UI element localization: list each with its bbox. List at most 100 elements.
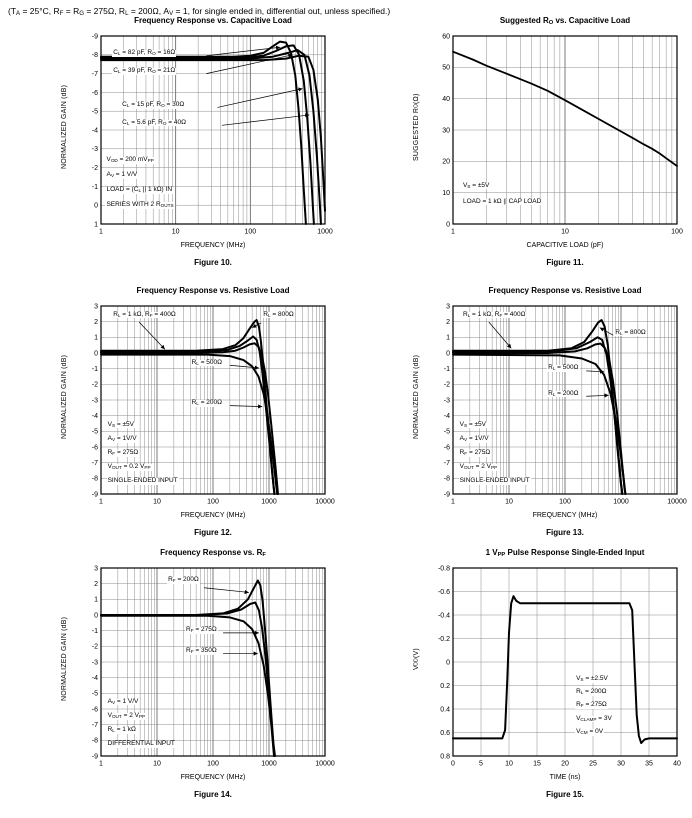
svg-text:60: 60 [442, 33, 450, 40]
svg-text:1000: 1000 [317, 229, 333, 236]
figure-10: Frequency Response vs. Capacitive Load N… [58, 16, 334, 267]
svg-text:2: 2 [94, 319, 98, 326]
chart-annotation: SINGLE-ENDED INPUT [106, 477, 179, 485]
svg-text:10: 10 [442, 190, 450, 197]
svg-text:0: 0 [446, 221, 450, 228]
y-axis-label: NORMALIZED GAIN (dB) [61, 616, 68, 702]
svg-text:-5: -5 [92, 109, 98, 116]
chart-annotation: CL = 82 pF, RO = 16Ω [112, 49, 177, 57]
svg-text:-1: -1 [92, 628, 98, 635]
chart-annotation: VS = ±5V [106, 420, 135, 429]
chart-annotation: VCLAMP = 3V [575, 714, 613, 723]
chart-title: Frequency Response vs. Capacitive Load [134, 16, 292, 25]
svg-text:-2: -2 [92, 165, 98, 172]
svg-text:-9: -9 [92, 33, 98, 40]
svg-text:40: 40 [673, 761, 681, 768]
svg-text:10000: 10000 [667, 499, 687, 506]
figure-caption: Figure 14. [194, 790, 232, 799]
svg-text:-3: -3 [92, 146, 98, 153]
svg-text:10: 10 [505, 499, 513, 506]
x-axis-label: FREQUENCY (MHz) [180, 774, 246, 781]
svg-text:-3: -3 [92, 397, 98, 404]
chart-annotation: RL = 1 kΩ [106, 725, 137, 734]
svg-text:0.4: 0.4 [440, 706, 450, 713]
svg-text:0: 0 [94, 203, 98, 210]
chart-annotation: AV = 1V/V [106, 434, 138, 443]
figure-11: Suggested RO vs. Capacitive Load SUGGEST… [410, 16, 686, 267]
chart-annotation: LOAD = 1 kΩ || CAP LOAD [461, 197, 543, 206]
svg-text:-8: -8 [92, 52, 98, 59]
svg-text:-4: -4 [444, 413, 450, 420]
chart-annotation: RL = 1 kΩ, RF = 400Ω [112, 310, 177, 319]
svg-text:10: 10 [505, 761, 513, 768]
chart-annotation: CL = 5.6 pF, RO = 40Ω [121, 118, 187, 127]
figure-15: 1 VPP Pulse Response Single-Ended Input … [410, 548, 686, 799]
svg-text:-1: -1 [92, 184, 98, 191]
x-axis-label: TIME (ns) [549, 774, 581, 781]
svg-text:-1: -1 [92, 366, 98, 373]
chart-annotation: RL = 800Ω [614, 328, 647, 337]
svg-text:100: 100 [244, 229, 256, 236]
svg-text:-8: -8 [444, 476, 450, 483]
svg-text:3: 3 [94, 303, 98, 310]
chart-title: Frequency Response vs. Resistive Load [136, 286, 290, 295]
svg-text:-7: -7 [92, 722, 98, 729]
svg-text:-0.6: -0.6 [438, 589, 450, 596]
figure-caption: Figure 13. [546, 528, 584, 537]
svg-text:-5: -5 [92, 691, 98, 698]
chart-annotation: VS = ±5V [458, 420, 487, 429]
chart-annotation: RF = 275Ω [106, 448, 140, 457]
conditions-note: (TA = 25°C, RF = RG = 275Ω, RL = 200Ω, A… [8, 6, 391, 18]
svg-text:1: 1 [451, 229, 455, 236]
plot-area: 1 10 100 1000 -9 -8 -7 -6 -5 -4 -3 -2 -1 0 1 [92, 33, 333, 236]
svg-text:-0.2: -0.2 [438, 636, 450, 643]
svg-text:1: 1 [451, 499, 455, 506]
svg-text:-2: -2 [92, 382, 98, 389]
figure-14: Frequency Response vs. RF NORMALIZED GAI… [58, 548, 335, 799]
svg-text:1: 1 [99, 761, 103, 768]
svg-text:-9: -9 [444, 491, 450, 498]
chart-annotation: VOUT = 2 VPP [106, 711, 147, 720]
svg-text:3: 3 [446, 303, 450, 310]
chart-annotation: DIFFERENTIAL INPUT [106, 739, 176, 748]
svg-text:1000: 1000 [261, 761, 277, 768]
svg-text:-6: -6 [92, 706, 98, 713]
figure-13: Frequency Response vs. Resistive Load NO… [410, 286, 687, 537]
chart-annotation: AV = 1 V/V [106, 697, 140, 706]
chart-annotation: SINGLE-ENDED INPUT [458, 477, 531, 485]
svg-text:1: 1 [94, 221, 98, 228]
svg-text:-8: -8 [92, 738, 98, 745]
figure-12: Frequency Response vs. Resistive Load NO… [58, 286, 335, 537]
svg-text:0.2: 0.2 [440, 683, 450, 690]
chart-annotation: VOUT = 0.2 VPP [106, 462, 152, 471]
svg-text:1: 1 [94, 335, 98, 342]
chart-annotation: AV = 1V/V [458, 434, 490, 443]
svg-text:100: 100 [207, 499, 219, 506]
svg-text:-1: -1 [444, 366, 450, 373]
svg-text:-7: -7 [92, 460, 98, 467]
chart-annotation: RF = 275Ω [575, 701, 608, 710]
svg-text:0.6: 0.6 [440, 730, 450, 737]
svg-text:2: 2 [446, 319, 450, 326]
chart-annotation: RL = 200Ω [547, 389, 580, 398]
svg-text:-7: -7 [92, 71, 98, 78]
svg-text:-4: -4 [92, 675, 98, 682]
svg-text:-6: -6 [92, 90, 98, 97]
svg-text:-3: -3 [444, 397, 450, 404]
svg-text:-8: -8 [92, 476, 98, 483]
svg-text:35: 35 [645, 761, 653, 768]
chart-annotation: RL = 500Ω [547, 364, 580, 373]
chart-body: NORMALIZED GAIN (dB) 1 10 100 1000 10000 3 2 1 0… [58, 562, 335, 774]
svg-text:1: 1 [94, 597, 98, 604]
chart-annotation: SERIES WITH 2 ROUTS [105, 201, 175, 210]
svg-text:-6: -6 [92, 444, 98, 451]
chart-annotation: VS = ±5V [461, 181, 491, 190]
chart-title: Suggested RO vs. Capacitive Load [499, 16, 631, 27]
y-axis-label: V OD (V) [413, 647, 420, 671]
svg-text:1000: 1000 [261, 499, 277, 506]
svg-text:0: 0 [94, 350, 98, 357]
figure-caption: Figure 12. [194, 528, 232, 537]
chart-annotation: RF = 275Ω [185, 626, 218, 635]
svg-text:-3: -3 [92, 659, 98, 666]
